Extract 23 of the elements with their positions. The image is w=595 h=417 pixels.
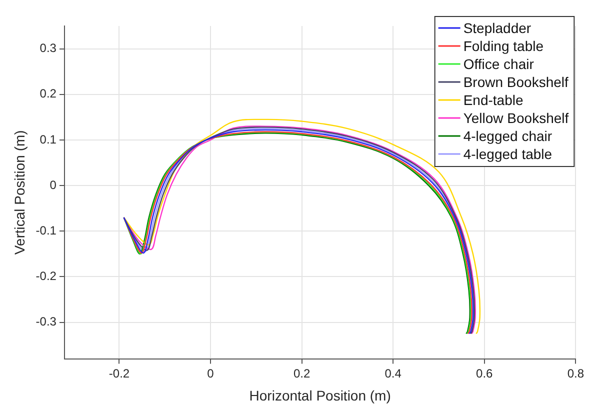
x-tick-label: 0.4 xyxy=(384,366,402,380)
x-tick-label: -0.2 xyxy=(108,366,130,380)
legend-label: Folding table xyxy=(463,38,544,54)
x-tick-label: 0.2 xyxy=(293,366,310,380)
x-tick-label: 0 xyxy=(207,366,214,380)
legend-label: 4-legged table xyxy=(463,146,552,162)
y-tick-label: 0.1 xyxy=(40,132,57,146)
legend-label: Office chair xyxy=(463,56,534,72)
y-tick-label: 0.2 xyxy=(40,86,57,101)
legend-label: Brown Bookshelf xyxy=(463,74,568,90)
x-axis-title: Horizontal Position (m) xyxy=(249,387,391,404)
y-axis-title: Vertical Position (m) xyxy=(11,130,28,255)
legend-label: 4-legged chair xyxy=(463,128,552,144)
x-tick-label: 0.6 xyxy=(476,366,494,380)
y-tick-label: -0.1 xyxy=(36,223,57,238)
y-tick-label: 0 xyxy=(50,178,57,192)
y-tick-label: -0.2 xyxy=(36,269,57,284)
y-tick-label: -0.3 xyxy=(36,314,57,329)
y-tick-label: 0.3 xyxy=(40,41,57,56)
legend-label: End-table xyxy=(463,92,524,108)
legend-label: Yellow Bookshelf xyxy=(463,110,569,126)
legend-label: Stepladder xyxy=(463,20,532,36)
x-tick-label: 0.8 xyxy=(567,366,584,380)
